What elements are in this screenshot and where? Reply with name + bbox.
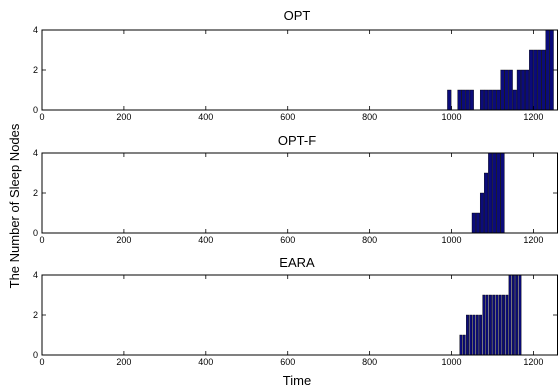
x-tick-label: 600 <box>280 112 295 122</box>
bar <box>508 274 512 356</box>
bar <box>518 274 522 356</box>
bar <box>475 314 479 356</box>
x-tick-label: 200 <box>116 235 131 245</box>
bar <box>461 89 466 111</box>
bar <box>484 172 489 234</box>
x-tick-label: 800 <box>362 112 377 122</box>
bar <box>459 334 463 356</box>
bar <box>492 152 497 234</box>
x-tick-label: 200 <box>116 357 131 367</box>
bar <box>466 314 469 356</box>
y-tick-label: 4 <box>33 148 38 158</box>
bar <box>495 294 499 356</box>
bar <box>484 89 489 111</box>
x-tick-label: 1200 <box>523 235 543 245</box>
bar <box>469 314 473 356</box>
x-tick-label: 600 <box>280 235 295 245</box>
y-axis-label: The Number of Sleep Nodes <box>7 123 22 288</box>
x-tick-label: 400 <box>198 357 213 367</box>
y-tick-label: 0 <box>33 105 38 115</box>
bar <box>472 314 476 356</box>
bar <box>549 29 554 111</box>
subplot-title: OPT <box>284 8 311 23</box>
x-tick-label: 200 <box>116 112 131 122</box>
bar <box>482 294 486 356</box>
bar <box>512 89 517 111</box>
bar <box>533 49 538 111</box>
subplot-opt-f: OPT-F 0 200 400 600 800 1000 1200 0 2 4 <box>33 133 558 245</box>
bar <box>475 212 480 234</box>
bar <box>520 69 526 111</box>
bar <box>485 294 489 356</box>
bar <box>471 212 476 234</box>
bar <box>529 49 534 111</box>
bar <box>496 89 501 111</box>
bar <box>492 294 496 356</box>
x-tick-label: 1000 <box>442 357 462 367</box>
subplot-eara: EARA 0 200 400 600 800 1000 1200 0 2 4 <box>33 255 558 367</box>
bar <box>447 89 452 111</box>
bar <box>479 314 483 356</box>
x-tick-label: 400 <box>198 235 213 245</box>
bar <box>496 152 501 234</box>
y-tick-label: 0 <box>33 228 38 238</box>
x-tick-label: 0 <box>39 235 44 245</box>
bar <box>465 89 470 111</box>
x-tick-label: 1000 <box>442 235 462 245</box>
subplot-title: OPT-F <box>278 133 316 148</box>
bar <box>511 274 515 356</box>
bar <box>525 69 530 111</box>
bar <box>500 152 505 234</box>
y-tick-label: 4 <box>33 270 38 280</box>
bar <box>545 29 550 111</box>
bar <box>502 294 505 356</box>
bar <box>489 294 492 356</box>
y-tick-label: 2 <box>33 188 38 198</box>
y-tick-label: 2 <box>33 65 38 75</box>
bar <box>479 192 485 234</box>
bar <box>537 49 542 111</box>
x-tick-label: 1200 <box>523 112 543 122</box>
x-tick-label: 1000 <box>442 112 462 122</box>
bar <box>488 152 493 234</box>
bar <box>515 274 519 356</box>
x-tick-label: 800 <box>362 235 377 245</box>
bar <box>492 89 497 111</box>
x-tick-label: 600 <box>280 357 295 367</box>
bar <box>457 89 462 111</box>
x-axis-label: Time <box>283 373 311 388</box>
bar <box>488 89 493 111</box>
bar <box>469 89 474 111</box>
x-tick-label: 800 <box>362 357 377 367</box>
x-tick-label: 0 <box>39 357 44 367</box>
bar <box>516 69 521 111</box>
y-tick-label: 2 <box>33 310 38 320</box>
y-tick-label: 4 <box>33 25 38 35</box>
subplot-title: EARA <box>279 255 315 270</box>
y-tick-label: 0 <box>33 350 38 360</box>
bar <box>462 334 466 356</box>
bar <box>498 294 502 356</box>
bar <box>500 69 505 111</box>
bar <box>505 294 509 356</box>
x-tick-label: 0 <box>39 112 44 122</box>
bar <box>508 69 513 111</box>
subplot-opt: OPT 0 200 400 600 800 1000 1200 0 2 4 <box>33 8 558 122</box>
x-tick-label: 400 <box>198 112 213 122</box>
bar <box>541 49 546 111</box>
bar <box>504 69 509 111</box>
x-tick-label: 1200 <box>523 357 543 367</box>
bar <box>479 89 485 111</box>
